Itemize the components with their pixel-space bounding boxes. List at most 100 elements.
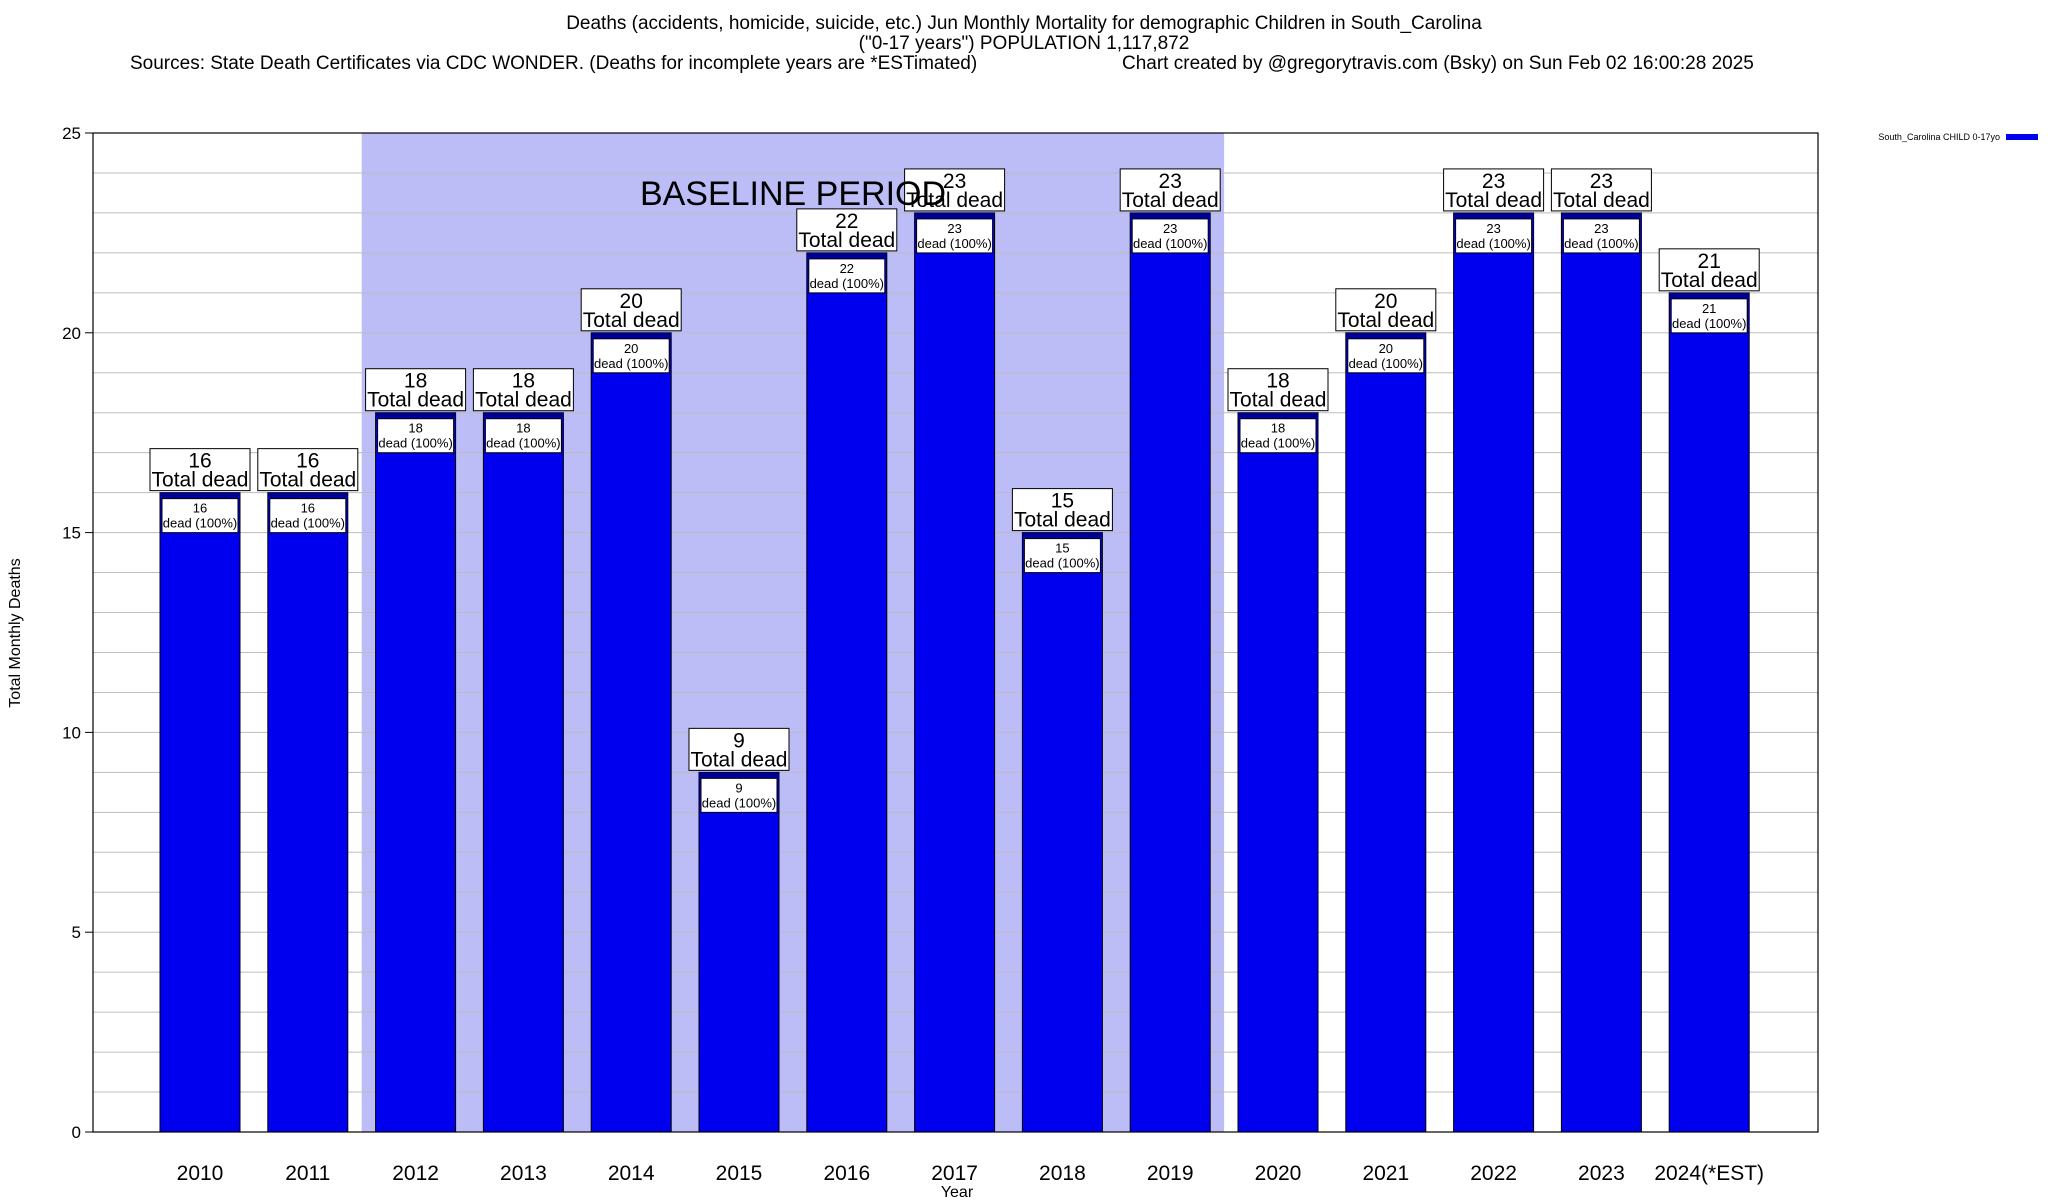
bar-cap: [1022, 532, 1103, 538]
total-label: Total dead: [1661, 269, 1758, 292]
bar: [698, 771, 780, 1133]
total-label-box: [1443, 168, 1545, 212]
chart-credit: Chart created by @gregorytravis.com (Bsk…: [1122, 53, 1754, 74]
bar-inner-label: dead (100%): [1349, 356, 1423, 371]
total-label: Total dead: [1230, 389, 1327, 412]
x-tick-label: 2020: [1255, 1162, 1302, 1185]
bar-cap: [806, 252, 887, 258]
bar-inner-value: 23: [1486, 221, 1500, 236]
bar-inner-label-box: [1562, 218, 1640, 254]
y-tick-label: 25: [62, 124, 81, 143]
y-axis-label: Total Monthly Deaths: [7, 558, 24, 707]
bar-inner-label: dead (100%): [1133, 236, 1207, 251]
total-label: Total dead: [367, 389, 464, 412]
x-tick-label: 2014: [608, 1162, 655, 1185]
x-axis-label: Year: [941, 1184, 974, 1200]
chart-sources: Sources: State Death Certificates via CD…: [130, 53, 978, 74]
bar-inner-label: dead (100%): [810, 276, 884, 291]
legend-label: South_Carolina CHILD 0-17yo: [1878, 132, 2000, 142]
total-label-box: [257, 448, 359, 492]
bar-inner-label: dead (100%): [163, 516, 237, 531]
bar-inner-label-box: [377, 418, 455, 454]
total-label-box: [1011, 488, 1113, 532]
x-tick-label: 2016: [823, 1162, 870, 1185]
bar: [1129, 212, 1211, 1133]
bar-inner-value: 9: [735, 780, 742, 795]
bar: [1345, 332, 1427, 1133]
total-label-box: [472, 368, 574, 412]
bar-inner-value: 23: [1594, 221, 1608, 236]
bar-inner-label-box: [1023, 538, 1101, 574]
bar-inner-label-box: [916, 218, 994, 254]
bar-cap: [1238, 412, 1318, 418]
x-tick-label: 2015: [716, 1162, 763, 1185]
bar-inner-label: dead (100%): [702, 795, 776, 810]
bar-inner-value: 16: [301, 501, 315, 516]
total-label-box: [904, 168, 1006, 212]
total-value: 22: [835, 210, 858, 233]
total-label-box: [1335, 288, 1437, 332]
bar: [1021, 532, 1103, 1133]
total-label: Total dead: [475, 389, 572, 412]
bar-inner-label: dead (100%): [1564, 236, 1638, 251]
bar-inner-label-box: [161, 498, 239, 534]
x-tick-label: 2017: [931, 1162, 978, 1185]
total-label-box: [1227, 368, 1329, 412]
bar-inner-label-box: [1131, 218, 1209, 254]
bar-inner-value: 23: [1163, 221, 1177, 236]
total-label: Total dead: [1122, 189, 1219, 212]
total-value: 18: [404, 370, 427, 393]
chart-title-line2: ("0-17 years") POPULATION 1,117,872: [858, 33, 1190, 54]
total-value: 15: [1051, 490, 1074, 513]
total-label-box: [1658, 248, 1760, 292]
chart-title-line1: Deaths (accidents, homicide, suicide, et…: [566, 13, 1482, 34]
total-label-box: [149, 448, 251, 492]
bar-cap: [1669, 292, 1750, 298]
x-tick-label: 2021: [1362, 1162, 1409, 1185]
bar-inner-label-box: [592, 338, 670, 374]
total-label: Total dead: [1014, 509, 1111, 532]
bar-inner-label-box: [808, 258, 886, 294]
bar-cap: [483, 412, 564, 418]
bar-inner-value: 18: [408, 421, 422, 436]
total-value: 18: [1266, 370, 1289, 393]
total-label-box: [365, 368, 467, 412]
bar: [1560, 212, 1642, 1133]
bar-cap: [1561, 212, 1642, 218]
x-tick-label: 2022: [1470, 1162, 1517, 1185]
bar: [1453, 212, 1535, 1133]
bar-cap: [1130, 212, 1211, 218]
total-label: Total dead: [152, 469, 249, 492]
total-label: Total dead: [583, 309, 680, 332]
total-label-box: [796, 208, 898, 252]
y-tick-label: 5: [72, 923, 81, 942]
total-value: 9: [733, 729, 745, 752]
total-label-box: [688, 727, 790, 771]
total-value: 23: [943, 170, 966, 193]
x-tick-label: 2024(*EST): [1654, 1162, 1764, 1185]
total-label: Total dead: [1553, 189, 1650, 212]
bar-inner-label: dead (100%): [1456, 236, 1530, 251]
bar: [1237, 412, 1319, 1133]
bar-cap: [1453, 212, 1534, 218]
bar-inner-label: dead (100%): [594, 356, 668, 371]
total-label: Total dead: [1337, 309, 1434, 332]
bar-inner-label: dead (100%): [1241, 436, 1315, 451]
total-value: 18: [512, 370, 535, 393]
total-value: 23: [1482, 170, 1505, 193]
baseline-period-label: BASELINE PERIOD: [640, 175, 946, 213]
bar-inner-value: 22: [840, 261, 854, 276]
total-label-box: [580, 288, 682, 332]
bar-inner-label-box: [1455, 218, 1533, 254]
bar: [375, 412, 457, 1133]
total-value: 23: [1590, 170, 1613, 193]
bar-inner-label: dead (100%): [917, 236, 991, 251]
x-tick-label: 2012: [392, 1162, 439, 1185]
bar: [914, 212, 996, 1133]
total-value: 16: [188, 450, 211, 473]
total-value: 20: [620, 290, 643, 313]
bar: [482, 412, 564, 1133]
bar-inner-value: 18: [516, 421, 530, 436]
bar-inner-value: 16: [193, 501, 207, 516]
bar-inner-value: 18: [1271, 421, 1285, 436]
